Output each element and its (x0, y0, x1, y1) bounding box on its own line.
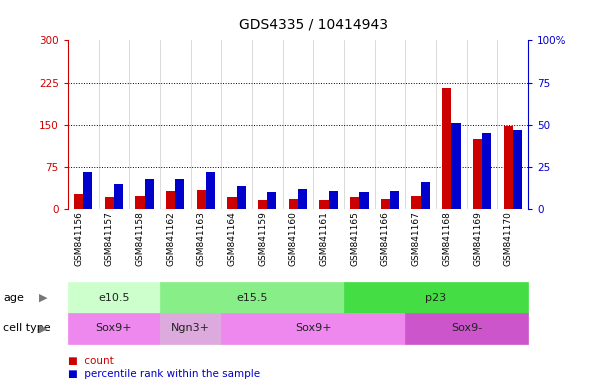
Text: Sox9-: Sox9- (451, 323, 482, 333)
Bar (104, 197, 114, 209)
Bar (227, 197, 237, 209)
Bar (319, 200, 329, 209)
Bar (421, 182, 430, 209)
Bar (237, 185, 246, 209)
Text: GSM841162: GSM841162 (166, 211, 175, 266)
Bar (83, 172, 93, 209)
Bar (196, 190, 206, 209)
Bar (114, 184, 123, 209)
Text: ■  percentile rank within the sample: ■ percentile rank within the sample (68, 369, 260, 379)
Bar (298, 189, 307, 209)
Bar (390, 191, 399, 209)
Text: GSM841157: GSM841157 (105, 211, 114, 266)
Text: Sox9+: Sox9+ (295, 323, 332, 333)
Text: cell type: cell type (3, 323, 51, 333)
Bar (74, 194, 83, 209)
Bar (350, 197, 359, 209)
Text: ▶: ▶ (39, 323, 47, 333)
Text: p23: p23 (425, 293, 447, 303)
Bar (258, 200, 267, 209)
Text: GSM841161: GSM841161 (320, 211, 329, 266)
Text: GSM841156: GSM841156 (74, 211, 83, 266)
Bar (175, 179, 185, 209)
Bar (329, 191, 338, 209)
Bar (473, 139, 482, 209)
Text: GSM841165: GSM841165 (350, 211, 359, 266)
Text: ▶: ▶ (39, 293, 47, 303)
Text: GSM841170: GSM841170 (504, 211, 513, 266)
Bar (145, 179, 154, 209)
Text: ■  count: ■ count (68, 356, 114, 366)
Bar (381, 199, 390, 209)
Text: e15.5: e15.5 (236, 293, 268, 303)
Bar (206, 172, 215, 209)
Bar (513, 130, 522, 209)
Text: e10.5: e10.5 (98, 293, 130, 303)
Bar (289, 199, 298, 209)
Text: GSM841168: GSM841168 (442, 211, 451, 266)
Bar (166, 191, 175, 209)
Bar (442, 88, 451, 209)
Text: GSM841164: GSM841164 (228, 211, 237, 266)
Bar (359, 192, 369, 209)
Text: GSM841169: GSM841169 (473, 211, 482, 266)
Text: GSM841158: GSM841158 (136, 211, 145, 266)
Text: GSM841159: GSM841159 (258, 211, 267, 266)
Bar (411, 196, 421, 209)
Text: Ngn3+: Ngn3+ (171, 323, 210, 333)
Text: Sox9+: Sox9+ (96, 323, 132, 333)
Bar (135, 196, 145, 209)
Bar (482, 133, 491, 209)
Text: GSM841166: GSM841166 (381, 211, 390, 266)
Text: GSM841167: GSM841167 (412, 211, 421, 266)
Text: age: age (3, 293, 24, 303)
Text: GSM841160: GSM841160 (289, 211, 298, 266)
Text: GSM841163: GSM841163 (197, 211, 206, 266)
Bar (451, 123, 461, 209)
Bar (503, 126, 513, 209)
Text: GDS4335 / 10414943: GDS4335 / 10414943 (239, 17, 388, 31)
Bar (267, 192, 277, 209)
